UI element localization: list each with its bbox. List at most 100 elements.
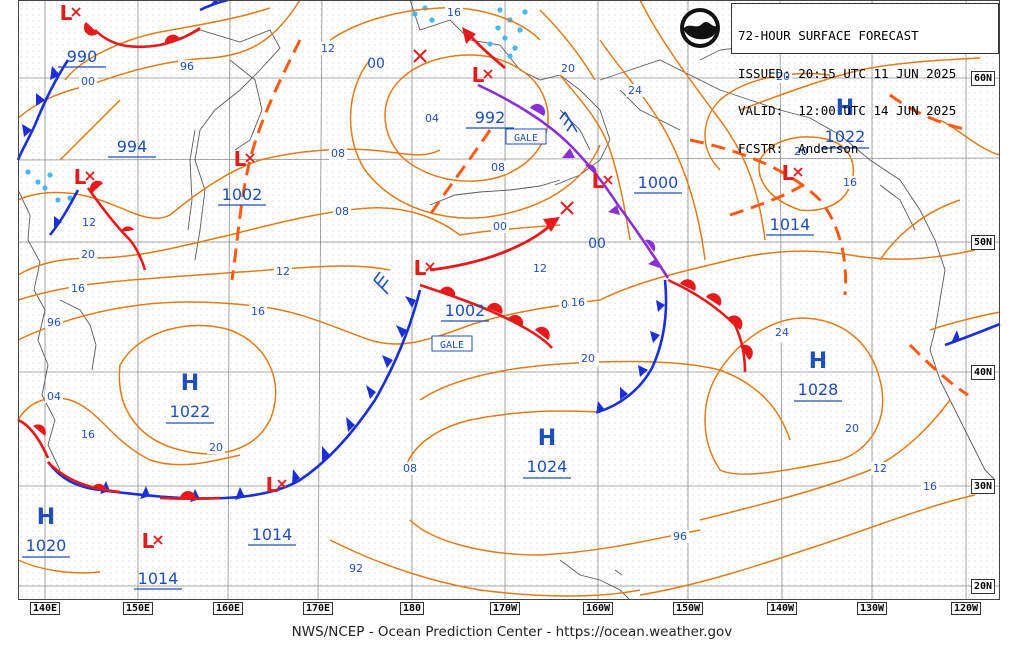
isobar-value-label: 16 [571,296,585,309]
low-center-marker [153,535,163,545]
footer-credit: NWS/NCEP - Ocean Prediction Center - htt… [291,624,733,640]
isobar-value-label: 08 [335,205,349,218]
low-pressure-symbol: L [592,169,605,193]
gale-warning-box [431,335,473,352]
isobar-value-label: 20 [794,145,808,158]
low-pressure-value: 1002 [445,301,486,320]
longitude-label: 180 [400,602,425,615]
high-pressure-value: 1022 [825,127,866,146]
low-center-marker [603,175,613,185]
header-issued: ISSUED: 20:15 UTC 11 JUN 2025 [738,65,957,81]
low-center-marker [85,171,95,181]
low-pressure-symbol: L [234,147,247,171]
low-pressure-value: 1002 [222,185,263,204]
low-pressure-symbol: L [782,161,795,185]
sea-ice [25,5,528,203]
troughs [230,39,971,397]
high-pressure-symbol: H [836,96,854,121]
isobar-value-label: 00 [493,220,507,233]
longitude-label: 140W [767,602,798,615]
isobar-value-label: 92 [349,562,363,575]
isobar-value-label: 16 [81,428,95,441]
latitude-label: 50N [971,235,996,250]
isobar-value-label: 12 [321,42,335,55]
latitude-label: 40N [971,365,996,380]
low-pressure-symbol: L [142,529,155,553]
isobar-value-label: 12 [873,462,887,475]
low-pressure-value: 994 [117,137,148,156]
low-center-marker [483,69,493,79]
latitude-label: 60N [971,71,996,86]
isobar-value-label: 16 [71,282,85,295]
low-pressure-value: 990 [67,47,98,66]
lat-lon-grid [17,0,1001,601]
high-pressure-symbol: H [538,426,556,451]
longitude-label: 170E [303,602,334,615]
high-pressure-value: 1022 [170,402,211,421]
low-pressure-value: 1014 [138,569,179,588]
longitude-label: 160W [583,602,614,615]
gale-warning-label: GALE [440,340,464,351]
forecast-position-label: 00 [367,56,385,72]
longitude-label: 160E [213,602,244,615]
track-arrowheads [462,27,560,232]
low-center-marker [425,262,435,272]
gale-warning-label: GALE [514,133,538,144]
isobar-value-label: 08 [403,462,417,475]
isobar-value-label: 04 [47,390,61,403]
isobar-value-label: 20 [561,62,575,75]
forecast-position-label: 00 [588,236,606,252]
forecast-positions [413,49,574,215]
high-pressure-symbol: H [37,505,55,530]
isobar-value-label: 20 [81,248,95,261]
isobar-value-label: 12 [276,265,290,278]
header-product: 72-HOUR SURFACE FORECAST [738,28,919,43]
low-center-marker [793,167,803,177]
longitude-label: 150W [673,602,704,615]
longitude-label: 170W [490,602,521,615]
low-pressure-symbol: L [60,1,73,25]
high-pressure-symbol: H [181,371,199,396]
isobar-value-label: 96 [47,316,61,329]
isobar-value-label: 20 [209,441,223,454]
longitude-label: 150E [123,602,154,615]
low-pressure-symbol: L [74,165,87,189]
isobar-value-label: 00 [81,75,95,88]
low-center-marker [277,479,287,489]
isobar-value-label: 16 [447,6,461,19]
low-center-marker [245,153,255,163]
latitude-label: 20N [971,579,996,594]
longitude-label: 140E [30,602,61,615]
noaa-logo-icon [680,8,720,48]
latitude-label: 30N [971,479,996,494]
longitude-label: 130W [857,602,888,615]
header-forecaster: FCSTR: Anderson [738,140,859,156]
forecast-header: 72-HOUR SURFACE FORECAST ISSUED: 20:15 U… [731,3,999,154]
high-pressure-value: 1024 [527,457,568,476]
wind-barbs [373,111,578,295]
low-pressure-symbol: L [472,63,485,87]
isobar-value-label: 24 [628,84,642,97]
isobar-value-label: 20 [581,352,595,365]
isobar-value-label: 16 [251,305,265,318]
warm-front-bumps [33,22,753,499]
isobar-value-label: 20 [845,422,859,435]
isobar-value-label: 08 [491,161,505,174]
low-pressure-symbol: L [266,473,279,497]
low-pressure-value: 1014 [252,525,293,544]
isobar-value-label: 24 [775,326,789,339]
isobar-value-label: 08 [331,147,345,160]
occluded-front-symbols [530,103,660,268]
isobar-value-label: 16 [923,480,937,493]
longitude-label: 120W [951,602,982,615]
low-center-marker [71,7,81,17]
gale-warning-box [505,128,547,145]
coastlines [17,0,996,601]
high-pressure-value: 1020 [26,536,67,555]
header-valid: VALID: 12:00 UTC 14 JUN 2025 [738,103,957,118]
low-pressure-value: 1000 [638,173,679,192]
isobar-value-label: 12 [533,262,547,275]
isobar-value-label: 20 [776,70,790,83]
high-pressure-symbol: H [809,349,827,374]
